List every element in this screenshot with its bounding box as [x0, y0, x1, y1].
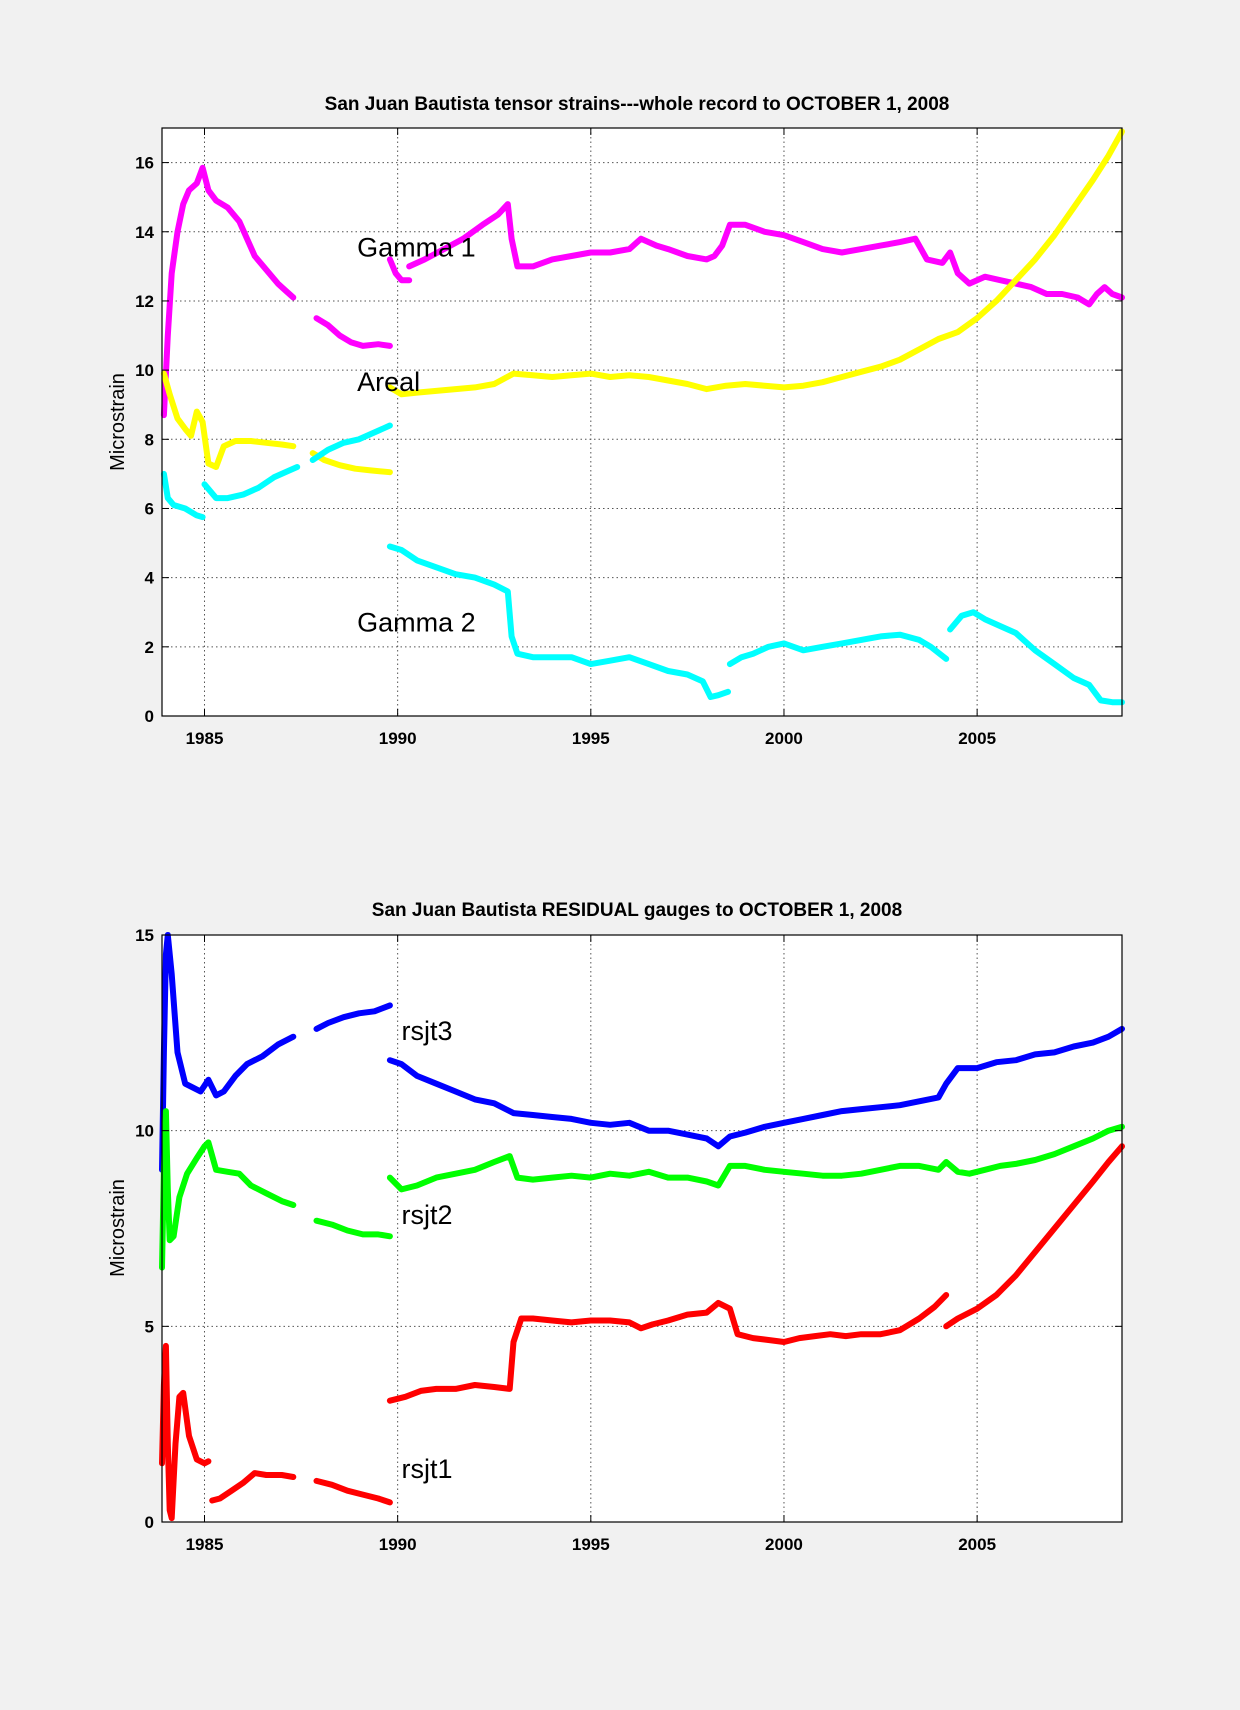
plot-frame: [161, 127, 1123, 717]
series-line-rsjt1: [386, 1292, 950, 1404]
series-line-areal: [309, 450, 393, 476]
plot-area: [162, 128, 1122, 716]
tensor-strains-chart: 1985 1990 1995 2000 2005 0 2 4 6 8 10 12 14 16 Gamma …: [107, 94, 1125, 748]
series-gamma-2: [160, 422, 1125, 706]
series-rsjt1: [159, 1143, 1125, 1522]
series-line-gamma-2: [947, 609, 1125, 706]
series-line-gamma-2: [386, 543, 731, 700]
axes: 1985 1990 1995 2000 2005 0 2 4 6 8 10 12 14 16: [135, 128, 1122, 748]
y-tick-label: 14: [135, 223, 154, 242]
y-tick-label: 0: [145, 707, 154, 726]
x-tick-label: 1995: [572, 729, 610, 748]
series-rsjt3: [159, 932, 1125, 1173]
series-line-rsjt1: [943, 1143, 1125, 1330]
series-line-gamma-2: [309, 422, 393, 463]
x-tick-label: 1990: [379, 1535, 417, 1554]
y-tick-label: 2: [145, 638, 154, 657]
series-line-gamma-1: [160, 164, 297, 419]
series-layer: [159, 932, 1125, 1522]
series-line-gamma-2: [726, 631, 950, 668]
plot-area: [162, 935, 1122, 1522]
series-line-rsjt1: [313, 1477, 393, 1506]
series-annotation-areal: Areal: [357, 367, 420, 397]
series-line-rsjt3: [386, 1025, 1125, 1150]
y-tick-label: 6: [145, 499, 154, 518]
series-line-rsjt2: [159, 1108, 297, 1271]
series-line-gamma-2: [160, 470, 206, 521]
y-tick-label: 16: [135, 154, 154, 173]
x-tick-label: 1995: [572, 1535, 610, 1554]
chart-title: San Juan Bautista tensor strains---whole…: [325, 94, 950, 115]
series-gamma-1: [160, 164, 1125, 419]
series-annotation-rsjt1: rsjt1: [402, 1454, 453, 1484]
series-annotation-gamma-1: Gamma 1: [357, 232, 476, 262]
y-tick-label: 12: [135, 292, 154, 311]
series-line-gamma-2: [201, 464, 301, 502]
y-tick-label: 10: [135, 1122, 154, 1141]
y-axis-label: Microstrain: [107, 1179, 129, 1277]
y-axis-label: Microstrain: [107, 373, 129, 471]
series-annotation-gamma-2: Gamma 2: [357, 608, 476, 638]
series-line-rsjt3: [313, 1002, 393, 1032]
x-tick-label: 2005: [958, 1535, 996, 1554]
series-line-gamma-1: [313, 315, 393, 349]
series-areal: [160, 128, 1125, 476]
y-tick-label: 8: [145, 430, 154, 449]
series-layer: [160, 128, 1125, 706]
y-tick-label: 15: [135, 926, 154, 945]
x-tick-label: 1985: [186, 1535, 224, 1554]
series-annotation-rsjt3: rsjt3: [402, 1016, 453, 1046]
plot-frame: [161, 934, 1123, 1523]
annotations: rsjt3 rsjt2 rsjt1: [402, 1016, 453, 1484]
series-line-gamma-1: [406, 201, 1125, 308]
x-tick-label: 2005: [958, 729, 996, 748]
y-tick-label: 4: [145, 569, 155, 588]
y-tick-label: 5: [145, 1317, 154, 1336]
chart-title: San Juan Bautista RESIDUAL gauges to OCT…: [372, 900, 902, 921]
x-tick-label: 1990: [379, 729, 417, 748]
series-line-areal: [160, 370, 297, 470]
series-line-gamma-1: [386, 256, 413, 284]
series-line-areal: [386, 128, 1125, 398]
axes: 1985 1990 1995 2000 2005 0 5 10 15: [135, 926, 1122, 1554]
series-rsjt2: [159, 1108, 1125, 1271]
series-line-rsjt1: [159, 1342, 212, 1522]
series-line-rsjt2: [313, 1217, 393, 1240]
series-line-rsjt3: [159, 932, 297, 1173]
series-line-rsjt1: [209, 1470, 297, 1504]
grid: [162, 934, 1122, 1523]
series-annotation-rsjt2: rsjt2: [402, 1200, 453, 1230]
y-tick-label: 0: [145, 1513, 154, 1532]
y-tick-label: 10: [135, 361, 154, 380]
x-tick-label: 2000: [765, 729, 803, 748]
x-tick-label: 1985: [186, 729, 224, 748]
x-tick-label: 2000: [765, 1535, 803, 1554]
annotations: Gamma 1 Areal Gamma 2: [357, 232, 476, 637]
series-line-rsjt2: [386, 1123, 1125, 1193]
